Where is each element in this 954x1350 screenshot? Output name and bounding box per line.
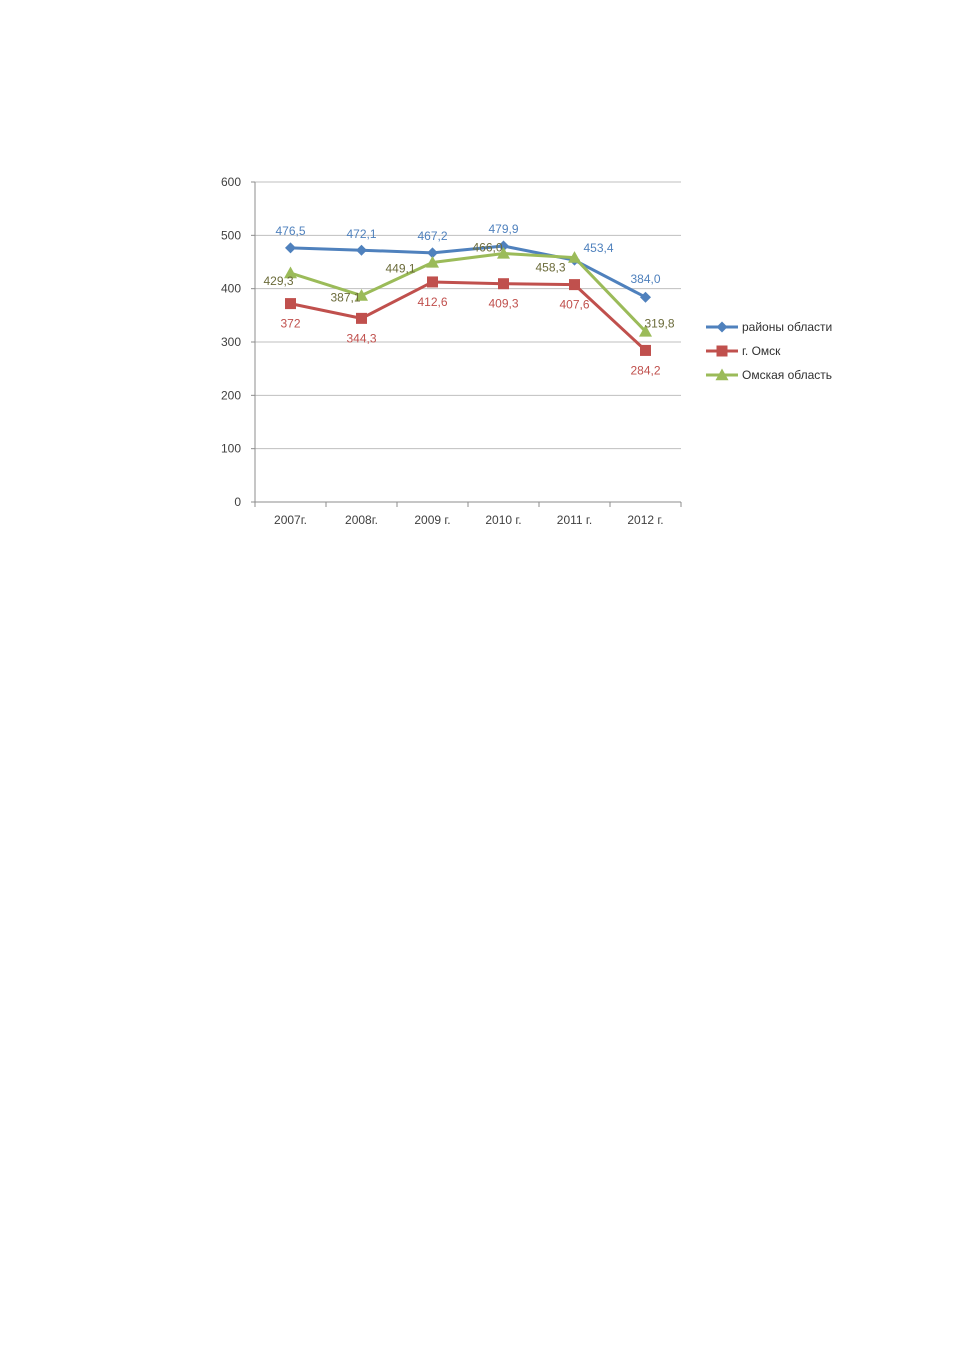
data-point — [426, 255, 439, 268]
y-tick-label: 300 — [221, 335, 241, 349]
data-point — [498, 240, 509, 252]
data-label: 319,8 — [644, 316, 674, 330]
x-tick-label: 2011 г. — [557, 513, 592, 527]
data-point — [285, 298, 296, 310]
legend-item: Омская область — [706, 368, 832, 382]
data-label: 372 — [280, 317, 300, 331]
data-label: 476,5 — [275, 224, 305, 238]
data-label: 467,2 — [417, 229, 447, 243]
data-label: 409,3 — [488, 297, 518, 311]
legend-marker — [716, 321, 728, 333]
data-label: 412,6 — [417, 295, 447, 309]
legend-item: районы области — [706, 320, 832, 334]
y-tick-label: 0 — [234, 495, 241, 509]
data-point — [498, 278, 509, 290]
data-label: 429,3 — [263, 274, 293, 288]
data-point — [497, 246, 510, 259]
data-point — [640, 344, 651, 356]
legend-item: г. Омск — [706, 344, 781, 358]
data-label: 472,1 — [346, 227, 376, 241]
y-tick-label: 100 — [221, 442, 241, 456]
data-label: 407,6 — [559, 298, 589, 312]
data-point — [639, 324, 652, 337]
data-point — [427, 247, 438, 259]
data-label: 449,1 — [385, 261, 415, 275]
x-tick-label: 2008г. — [345, 513, 378, 527]
y-tick-label: 200 — [221, 388, 241, 402]
data-label: 384,0 — [630, 272, 660, 286]
data-labels: 476,5 472,1 467,2 479,9 453,4 384,0 372 344,3 41… — [263, 222, 674, 377]
axes: 0 100 200 300 400 500 600 2007г. 2008г. 2009 г. 20… — [221, 175, 682, 527]
y-tick-label: 500 — [221, 228, 241, 242]
x-tick-label: 2010 г. — [485, 513, 521, 527]
data-label: 344,3 — [346, 331, 376, 345]
gridlines — [255, 181, 681, 450]
x-tick-label: 2007г. — [274, 513, 307, 527]
series-3 — [284, 246, 652, 337]
series-2 — [285, 276, 651, 356]
legend-label: г. Омск — [742, 344, 781, 358]
series-line — [290, 251, 647, 333]
data-point — [356, 312, 367, 324]
data-point — [427, 276, 438, 288]
x-tick-label: 2012 г. — [627, 513, 663, 527]
series-group — [284, 240, 652, 356]
data-point — [356, 244, 367, 256]
x-tick-label: 2009 г. — [414, 513, 450, 527]
data-point — [284, 266, 297, 279]
series-line — [290, 244, 647, 299]
y-tick-label: 400 — [221, 282, 241, 296]
legend-label: районы области — [742, 320, 832, 334]
legend-marker — [716, 345, 728, 357]
data-label: 458,3 — [535, 261, 565, 275]
data-point — [355, 289, 368, 301]
data-label: 284,2 — [630, 363, 660, 377]
legend-label: Омская область — [742, 368, 832, 382]
y-tick-label: 600 — [221, 175, 241, 189]
data-label: 387,1 — [330, 291, 360, 305]
data-point — [568, 251, 581, 263]
legend-marker — [715, 368, 729, 381]
data-point — [569, 279, 580, 291]
data-label: 479,9 — [488, 222, 518, 236]
legend: районы области г. Омск Омская область — [706, 320, 832, 382]
data-label: 466,0 — [472, 240, 502, 254]
data-label: 453,4 — [583, 241, 613, 255]
data-point — [285, 242, 296, 254]
data-point — [640, 291, 651, 303]
series-line — [290, 280, 647, 352]
